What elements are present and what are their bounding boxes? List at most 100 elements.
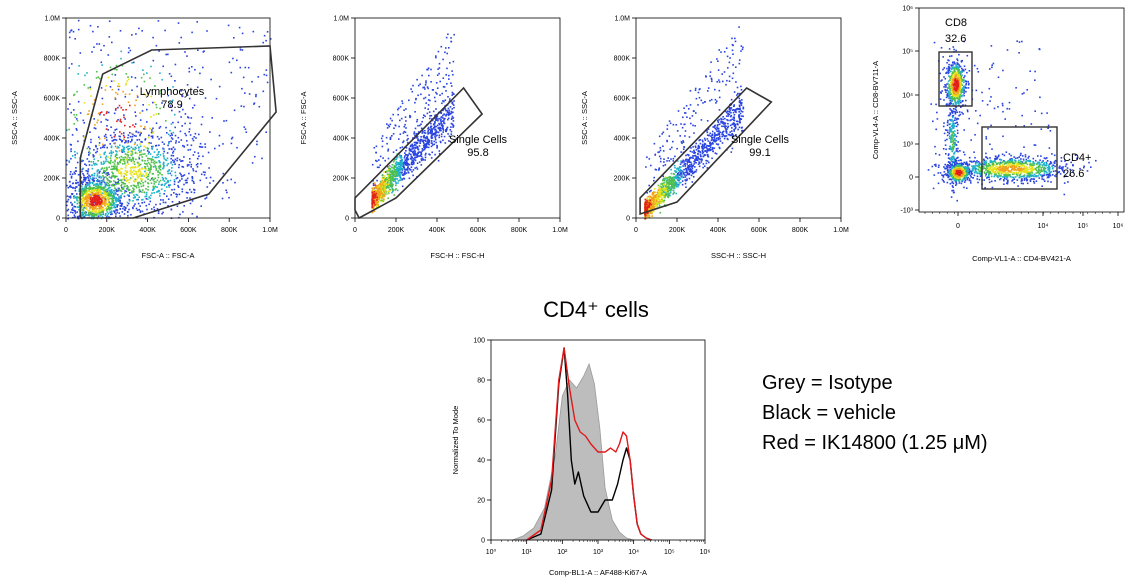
event-point — [682, 159, 685, 162]
event-point — [661, 190, 663, 193]
event-point — [104, 183, 107, 185]
event-point — [80, 176, 82, 179]
event-point — [667, 195, 670, 198]
event-point — [140, 125, 142, 128]
event-point — [149, 200, 152, 203]
event-point — [106, 197, 108, 200]
event-point — [399, 169, 401, 172]
event-point — [395, 182, 397, 185]
event-point — [448, 113, 451, 116]
event-point — [91, 210, 94, 213]
event-point — [139, 189, 141, 192]
event-point — [99, 156, 102, 158]
event-point — [371, 190, 374, 193]
event-point — [134, 77, 137, 79]
event-point — [125, 82, 128, 85]
event-point — [693, 163, 695, 165]
event-point — [153, 183, 155, 185]
event-point — [739, 101, 742, 104]
event-point — [122, 187, 125, 190]
event-point — [725, 128, 727, 130]
event-point — [668, 135, 671, 137]
event-point — [86, 196, 88, 198]
event-point — [105, 136, 108, 139]
event-point — [162, 163, 165, 165]
event-point — [169, 184, 171, 186]
event-point — [171, 189, 173, 191]
event-point — [733, 128, 735, 131]
event-point — [423, 146, 425, 148]
event-point — [388, 166, 390, 168]
event-point — [158, 165, 160, 168]
event-point — [435, 132, 438, 134]
event-point — [103, 187, 106, 189]
event-point — [681, 126, 684, 129]
event-point — [153, 160, 156, 163]
event-point — [87, 196, 90, 199]
event-point — [664, 196, 666, 199]
event-point — [76, 206, 79, 208]
event-point — [239, 49, 242, 51]
event-point — [113, 211, 116, 214]
event-point — [438, 152, 441, 155]
event-point — [695, 156, 697, 158]
event-point — [654, 198, 657, 200]
event-point — [172, 86, 174, 88]
event-point — [410, 88, 412, 90]
event-point — [665, 189, 667, 191]
event-point — [646, 156, 648, 158]
event-point — [721, 135, 723, 138]
event-point — [371, 197, 374, 200]
event-point — [658, 187, 660, 189]
event-point — [120, 204, 122, 207]
event-point — [722, 116, 724, 118]
event-point — [145, 155, 148, 157]
event-point — [150, 166, 152, 169]
event-point — [381, 174, 384, 176]
event-point — [77, 140, 79, 143]
event-point — [711, 80, 713, 82]
event-point — [150, 164, 152, 167]
event-point — [72, 30, 75, 33]
event-point — [681, 176, 683, 179]
event-point — [694, 170, 696, 173]
event-point — [76, 193, 78, 195]
event-point — [162, 178, 165, 180]
event-point — [96, 70, 98, 73]
event-point — [160, 136, 163, 139]
event-point — [150, 131, 153, 134]
event-point — [668, 183, 671, 185]
event-point — [174, 171, 177, 174]
event-point — [711, 138, 713, 141]
event-point — [95, 184, 98, 186]
event-point — [442, 131, 444, 133]
event-point — [105, 188, 108, 191]
event-point — [429, 132, 431, 134]
event-point — [131, 190, 133, 193]
event-point — [720, 121, 722, 124]
event-point — [375, 151, 377, 154]
event-point — [192, 168, 194, 170]
event-point — [97, 169, 99, 171]
event-point — [663, 192, 665, 194]
event-point — [670, 182, 673, 185]
event-point — [733, 125, 736, 127]
event-point — [147, 157, 149, 160]
event-point — [390, 175, 392, 177]
event-point — [117, 88, 120, 91]
event-point — [101, 167, 104, 170]
event-point — [435, 82, 438, 84]
event-point — [151, 89, 153, 91]
event-point — [93, 172, 96, 175]
event-point — [411, 148, 414, 150]
event-point — [726, 55, 729, 58]
event-point — [722, 133, 725, 136]
event-point — [706, 129, 708, 132]
event-point — [692, 110, 695, 112]
event-point — [680, 181, 682, 184]
event-point — [174, 80, 176, 82]
event-point — [153, 151, 156, 153]
event-point — [196, 166, 199, 168]
event-point — [686, 163, 688, 165]
event-point — [124, 96, 127, 98]
